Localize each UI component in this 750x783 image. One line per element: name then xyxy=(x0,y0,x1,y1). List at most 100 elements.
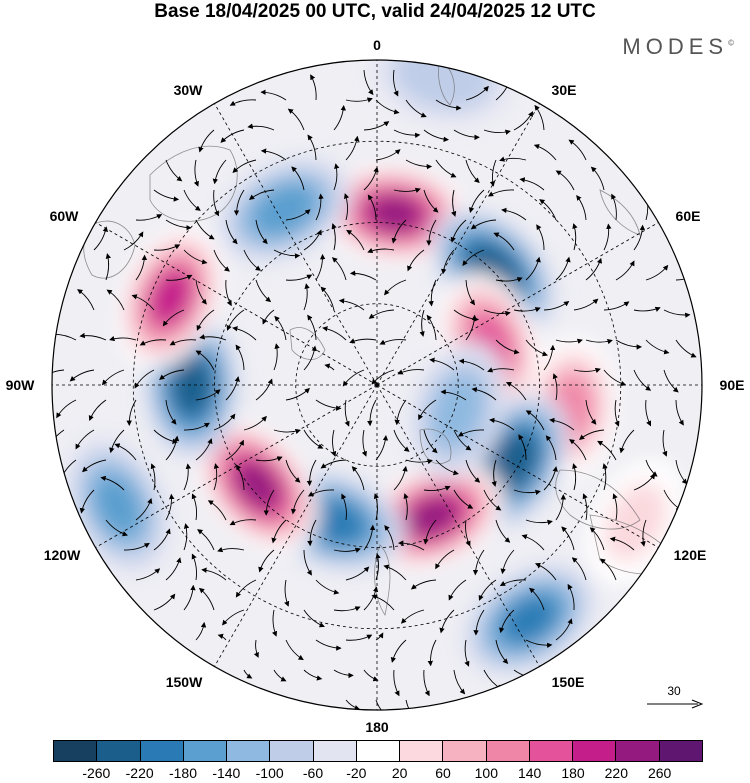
colorbar-segment xyxy=(54,741,98,761)
wind-arrow xyxy=(457,429,485,437)
wind-arrow xyxy=(663,309,691,318)
meridian xyxy=(376,384,659,548)
longitude-label-lon-30e: 30E xyxy=(551,82,577,98)
wind-arrow xyxy=(493,232,515,251)
colorbar-tick: 140 xyxy=(517,765,542,781)
wind-arrow xyxy=(534,562,557,581)
wind-arrow xyxy=(440,389,467,401)
wind-arrow xyxy=(235,579,257,598)
wind-arrow xyxy=(505,382,527,401)
wind-arrow xyxy=(109,335,137,342)
wind-arrow xyxy=(599,558,617,581)
wind-arrow xyxy=(375,435,389,461)
wind-arrow xyxy=(394,399,407,426)
wind-arrow xyxy=(196,309,215,331)
wind-arrow xyxy=(561,526,575,551)
wind-arrow xyxy=(483,489,502,511)
wind-arrow xyxy=(393,429,410,452)
wind-arrow xyxy=(435,549,455,570)
wind-arrow xyxy=(435,99,462,111)
wind-arrow xyxy=(88,399,107,422)
wind-arrow xyxy=(290,489,305,515)
wind-arrow xyxy=(513,111,534,131)
wind-arrow xyxy=(393,669,400,697)
wind-arrow xyxy=(135,568,161,581)
colorbar-segment xyxy=(616,741,660,761)
wind-arrow xyxy=(495,339,520,355)
wind-arrow xyxy=(255,219,268,245)
wind-arrow xyxy=(383,564,407,581)
wind-arrow xyxy=(199,334,227,341)
wind-arrow xyxy=(418,399,437,421)
wind-arrow xyxy=(333,669,354,679)
wind-arrow xyxy=(258,549,275,573)
wind-arrow xyxy=(322,326,347,341)
wind-arrow xyxy=(310,74,317,101)
wind-arrow xyxy=(585,257,603,281)
wind-arrow xyxy=(426,219,437,246)
colorbar-tick: 180 xyxy=(561,765,585,781)
wind-arrow xyxy=(351,466,365,491)
wind-arrow xyxy=(603,369,627,386)
longitude-label-lon-120e: 120E xyxy=(673,547,707,563)
longitude-label-lon-0: 0 xyxy=(373,37,381,53)
brand-copyright: © xyxy=(728,38,734,48)
wind-arrow xyxy=(56,399,77,419)
colorbar-tick: -60 xyxy=(302,765,324,781)
wind-arrow xyxy=(273,428,301,435)
wind-arrow xyxy=(419,309,425,337)
wind-arrow xyxy=(405,99,427,118)
wind-arrow xyxy=(123,231,144,251)
wind-arrow xyxy=(345,135,360,161)
wind-arrow xyxy=(473,609,485,636)
wind-arrow xyxy=(345,566,370,581)
wind-arrow xyxy=(427,639,437,667)
wind-arrow xyxy=(165,399,177,425)
wind-arrow xyxy=(576,194,587,221)
anomaly-contour xyxy=(502,596,556,643)
anomaly-contour xyxy=(603,482,668,563)
meridian xyxy=(376,222,659,386)
wind-arrow xyxy=(525,410,545,431)
wind-arrow xyxy=(384,279,407,296)
wind-arrow xyxy=(193,159,199,187)
wind-arrow xyxy=(195,621,207,641)
wind-arrow xyxy=(536,224,545,251)
anomaly-field xyxy=(64,60,686,677)
wind-arrow xyxy=(213,249,230,272)
wind-arrow xyxy=(307,314,317,341)
wind-arrow xyxy=(331,257,347,281)
latitude-circle xyxy=(295,303,459,467)
wind-arrow xyxy=(435,159,457,178)
reference-vector: 30 xyxy=(644,684,704,714)
wind-arrow xyxy=(331,223,337,251)
wind-arrow xyxy=(495,519,511,543)
wind-arrow xyxy=(207,500,227,521)
wind-arrow xyxy=(195,438,213,461)
wind-arrow xyxy=(260,89,287,101)
wind-arrow xyxy=(513,489,541,495)
wind-arrow xyxy=(213,189,219,217)
wind-arrow xyxy=(153,429,178,444)
wind-arrow xyxy=(198,587,215,611)
wind-arrow xyxy=(533,144,557,161)
wind-arrow xyxy=(552,373,558,401)
wind-arrow xyxy=(222,609,245,626)
wind-arrow xyxy=(472,549,485,576)
wind-arrow xyxy=(109,429,125,454)
wind-arrow xyxy=(324,363,335,371)
wind-arrow xyxy=(114,443,137,461)
wind-arrow xyxy=(333,163,340,191)
wind-arrow xyxy=(341,493,347,521)
wind-arrow xyxy=(428,279,437,307)
colorbar-segment xyxy=(140,741,184,761)
wind-arrow xyxy=(320,459,347,469)
colorbar-tick: -260 xyxy=(82,765,111,781)
wind-arrow xyxy=(549,417,575,431)
wind-arrow xyxy=(468,189,485,213)
wind-arrow xyxy=(253,639,259,658)
wind-arrow xyxy=(495,277,523,283)
wind-arrow xyxy=(255,378,273,401)
wind-arrow xyxy=(393,69,399,97)
wind-arrow xyxy=(640,519,647,547)
